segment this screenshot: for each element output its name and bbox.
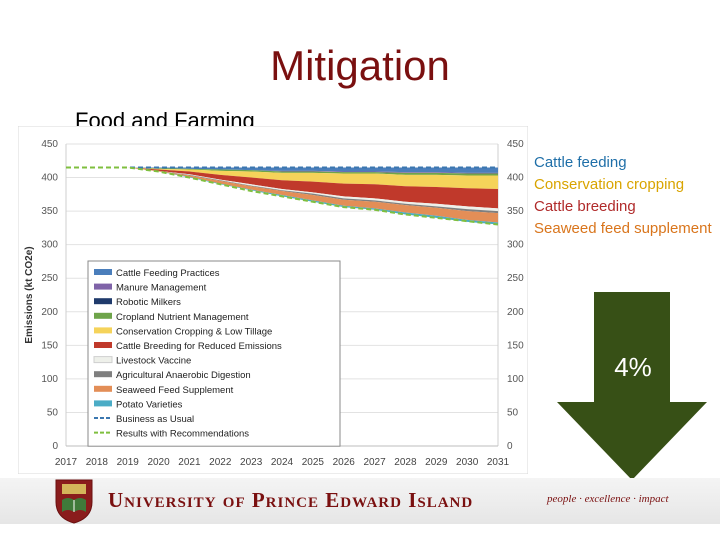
y-tick-label-left: 100 xyxy=(41,374,58,385)
x-tick-label: 2018 xyxy=(86,457,109,468)
y-tick-label-left: 250 xyxy=(41,273,58,284)
legend-swatch xyxy=(94,327,112,334)
x-tick-label: 2023 xyxy=(240,457,263,468)
y-tick-label-right: 300 xyxy=(507,240,524,251)
y-tick-label-left: 400 xyxy=(41,173,58,184)
down-arrow-shape xyxy=(557,292,707,480)
x-tick-label: 2026 xyxy=(333,457,356,468)
y-tick-label-left: 50 xyxy=(47,407,59,418)
legend-label: Agricultural Anaerobic Digestion xyxy=(116,370,251,381)
legend-label: Seaweed Feed Supplement xyxy=(116,385,234,396)
x-tick-label: 2030 xyxy=(456,457,479,468)
y-tick-label-right: 50 xyxy=(507,407,519,418)
line-results-with-recommendations xyxy=(66,166,499,226)
reduction-percentage: 4% xyxy=(614,352,652,382)
y-tick-label-left: 450 xyxy=(41,139,58,150)
callout-item: Conservation cropping xyxy=(534,176,685,193)
legend-swatch xyxy=(94,283,112,290)
y-axis-title: Emissions (kt CO2e) xyxy=(24,246,35,343)
area-manure-management xyxy=(66,167,498,174)
x-tick-label: 2020 xyxy=(147,457,170,468)
legend-swatch xyxy=(93,356,113,364)
callout-list: Cattle feeding Conservation cropping Cattl… xyxy=(534,152,720,240)
legend-label: Conservation Cropping & Low Tillage xyxy=(116,326,272,337)
x-tick-label: 2019 xyxy=(117,457,140,468)
y-tick-label-right: 150 xyxy=(507,340,524,351)
y-tick-label-right: 100 xyxy=(507,374,524,385)
y-tick-label-left: 150 xyxy=(41,340,58,351)
x-tick-label: 2021 xyxy=(178,457,201,468)
legend-label: Results with Recommendations xyxy=(116,429,249,440)
x-tick-label: 2017 xyxy=(55,457,78,468)
legend-swatch xyxy=(94,298,112,305)
y-tick-label-left: 200 xyxy=(41,307,58,318)
legend-label: Manure Management xyxy=(116,283,207,294)
footer-bar xyxy=(0,478,720,524)
legend-label: Potato Varieties xyxy=(116,399,183,410)
area-cattle-breeding-for-reduced-emissions xyxy=(66,167,498,209)
legend-label: Business as Usual xyxy=(116,414,194,425)
y-tick-label-left: 350 xyxy=(41,206,58,217)
university-name: University of Prince Edward Island xyxy=(108,488,474,512)
x-tick-label: 2024 xyxy=(271,457,294,468)
y-tick-label-right: 350 xyxy=(507,206,524,217)
legend-label: Livestock Vaccine xyxy=(116,356,191,367)
slide-title: Mitigation xyxy=(270,42,450,89)
x-tick-label: 2022 xyxy=(209,457,232,468)
legend-swatch xyxy=(94,269,112,275)
y-tick-label-left: 0 xyxy=(52,441,58,452)
area-seaweed-feed-supplement xyxy=(66,167,498,223)
callout-item: Seaweed feed supplement xyxy=(534,220,712,237)
x-tick-label: 2027 xyxy=(363,457,386,468)
callout-item: Cattle breeding xyxy=(534,198,636,215)
legend-label: Cropland Nutrient Management xyxy=(116,312,249,323)
legend-swatch xyxy=(94,312,112,319)
area-cropland-nutrient-management xyxy=(66,167,498,176)
x-tick-label: 2031 xyxy=(487,457,510,468)
y-tick-label-right: 250 xyxy=(507,273,524,284)
legend-label: Robotic Milkers xyxy=(116,297,181,308)
callout-item: Cattle feeding xyxy=(534,154,627,171)
area-conservation-cropping-low-tillage xyxy=(66,167,498,189)
emissions-chart: 0 0 50 50 100 100 150 150 200 200 250 250 300 300 350 3… xyxy=(18,126,528,474)
y-tick-label-right: 450 xyxy=(507,139,524,150)
legend-box xyxy=(87,260,341,447)
university-crest-icon xyxy=(55,479,93,524)
area-agricultural-anaerobic-digestion xyxy=(66,167,498,214)
y-tick-label-right: 200 xyxy=(507,307,524,318)
area-livestock-vaccine xyxy=(66,167,498,212)
legend-swatch xyxy=(94,371,112,378)
legend-label: Cattle Feeding Practices xyxy=(116,268,220,279)
legend-swatch xyxy=(94,385,112,392)
y-tick-label-right: 400 xyxy=(507,173,524,184)
y-tick-label-left: 300 xyxy=(41,240,58,251)
x-tick-label: 2025 xyxy=(302,457,325,468)
legend-swatch xyxy=(94,400,112,407)
x-tick-label: 2029 xyxy=(425,457,448,468)
y-tick-label-right: 0 xyxy=(507,441,513,452)
legend-label: Cattle Breeding for Reduced Emissions xyxy=(116,341,282,352)
x-tick-label: 2028 xyxy=(394,457,417,468)
legend-swatch xyxy=(94,342,112,348)
area-cattle-feeding-practices xyxy=(66,167,498,173)
university-motto: people · excellence · impact xyxy=(547,493,669,505)
